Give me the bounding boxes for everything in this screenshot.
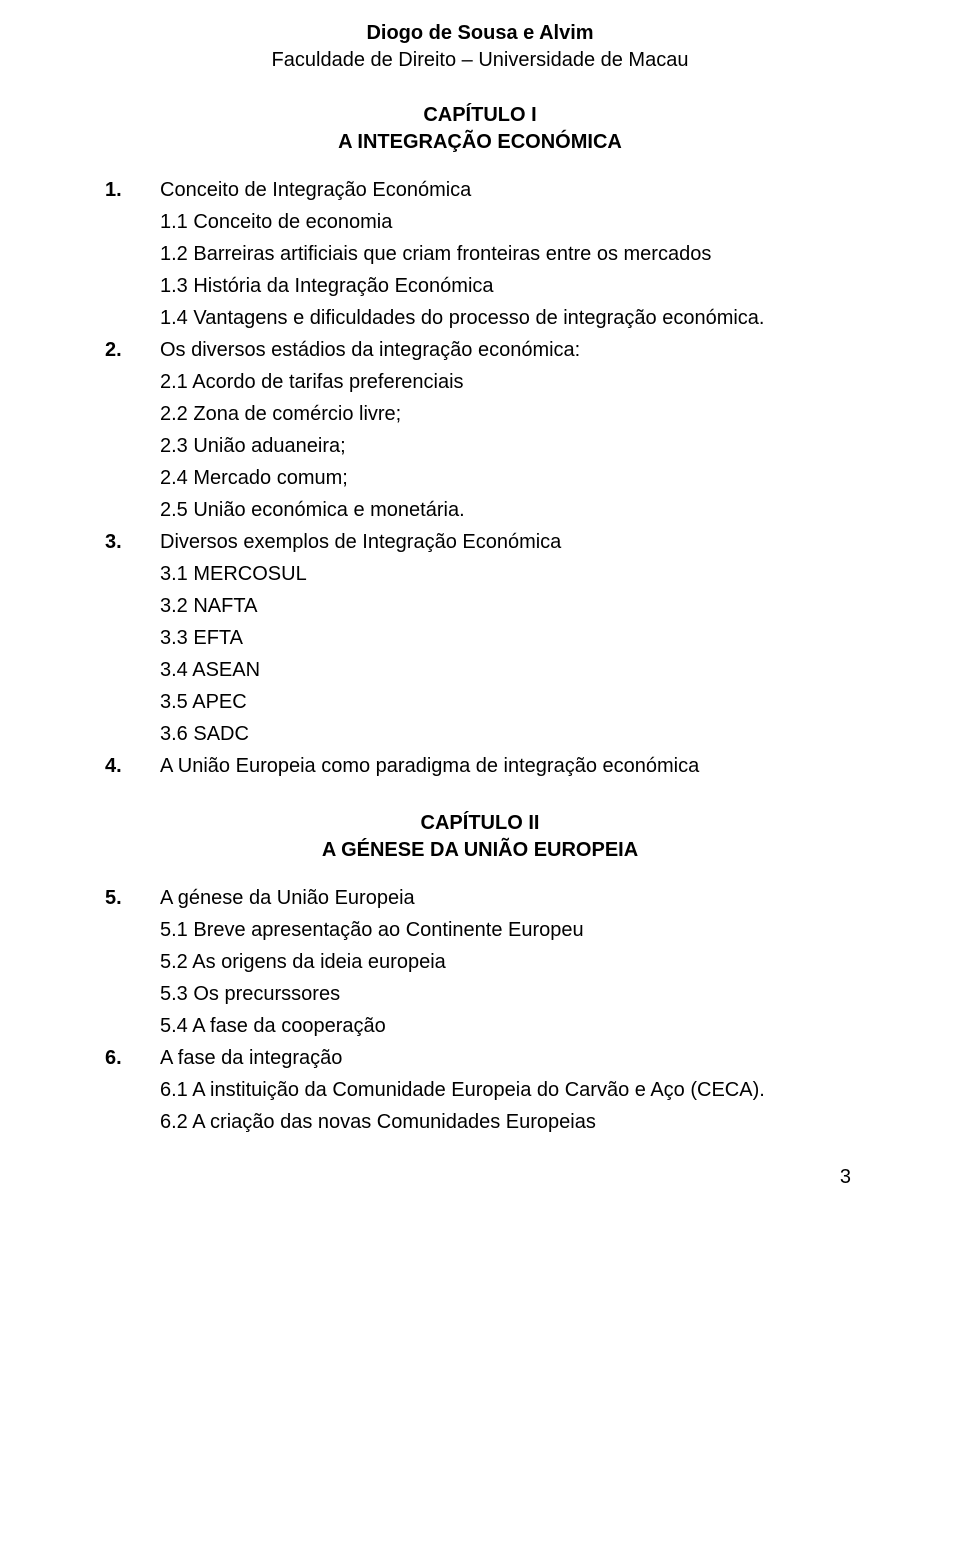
outline-subitem: 1.2 Barreiras artificiais que criam fron… (105, 238, 855, 270)
item-text: 1.1 Conceito de economia (160, 206, 855, 238)
outline-subitem: 1.3 História da Integração Económica (105, 270, 855, 302)
item-number (105, 462, 160, 494)
outline-subitem: 5.3 Os precurssores (105, 978, 855, 1010)
outline-item: 5. A génese da União Europeia (105, 882, 855, 914)
item-number: 5. (105, 882, 160, 914)
outline-subitem: 2.3 União aduaneira; (105, 430, 855, 462)
item-number (105, 366, 160, 398)
item-text: A fase da integração (160, 1042, 855, 1074)
item-number (105, 206, 160, 238)
outline-subitem: 5.4 A fase da cooperação (105, 1010, 855, 1042)
outline-subitem: 3.6 SADC (105, 718, 855, 750)
chapter-1-label: CAPÍTULO I (105, 102, 855, 129)
item-number (105, 398, 160, 430)
outline-subitem: 3.5 APEC (105, 686, 855, 718)
item-text: 3.6 SADC (160, 718, 855, 750)
item-text: 6.1 A instituição da Comunidade Europeia… (160, 1074, 855, 1106)
outline-subitem: 3.4 ASEAN (105, 654, 855, 686)
item-number (105, 622, 160, 654)
item-text: 2.4 Mercado comum; (160, 462, 855, 494)
item-number (105, 494, 160, 526)
outline-item: 2. Os diversos estádios da integração ec… (105, 334, 855, 366)
item-number: 2. (105, 334, 160, 366)
item-number: 3. (105, 526, 160, 558)
outline-item: 3. Diversos exemplos de Integração Econó… (105, 526, 855, 558)
outline-subitem: 5.2 As origens da ideia europeia (105, 946, 855, 978)
item-number: 6. (105, 1042, 160, 1074)
item-number (105, 654, 160, 686)
item-text: 2.1 Acordo de tarifas preferenciais (160, 366, 855, 398)
outline-subitem: 1.4 Vantagens e dificuldades do processo… (105, 302, 855, 334)
outline-subitem: 3.2 NAFTA (105, 590, 855, 622)
item-number (105, 430, 160, 462)
author-affiliation: Faculdade de Direito – Universidade de M… (105, 47, 855, 74)
item-text: 5.1 Breve apresentação ao Continente Eur… (160, 914, 855, 946)
item-text: Os diversos estádios da integração econó… (160, 334, 855, 366)
item-text: 5.4 A fase da cooperação (160, 1010, 855, 1042)
document-header: Diogo de Sousa e Alvim Faculdade de Dire… (105, 20, 855, 74)
chapter-2-outline: 5. A génese da União Europeia 5.1 Breve … (105, 882, 855, 1138)
item-number (105, 558, 160, 590)
chapter-1-heading: CAPÍTULO I A INTEGRAÇÃO ECONÓMICA (105, 102, 855, 156)
chapter-1-title: A INTEGRAÇÃO ECONÓMICA (105, 129, 855, 156)
outline-item: 1. Conceito de Integração Económica (105, 174, 855, 206)
item-text: 2.5 União económica e monetária. (160, 494, 855, 526)
item-text: 3.2 NAFTA (160, 590, 855, 622)
item-text: 2.2 Zona de comércio livre; (160, 398, 855, 430)
outline-subitem: 5.1 Breve apresentação ao Continente Eur… (105, 914, 855, 946)
item-text: 1.3 História da Integração Económica (160, 270, 855, 302)
page-number: 3 (105, 1166, 855, 1189)
item-number (105, 1074, 160, 1106)
item-text: 6.2 A criação das novas Comunidades Euro… (160, 1106, 855, 1138)
item-text: 5.2 As origens da ideia europeia (160, 946, 855, 978)
outline-subitem: 2.1 Acordo de tarifas preferenciais (105, 366, 855, 398)
outline-item: 6. A fase da integração (105, 1042, 855, 1074)
outline-subitem: 6.1 A instituição da Comunidade Europeia… (105, 1074, 855, 1106)
item-text: 5.3 Os precurssores (160, 978, 855, 1010)
item-number (105, 946, 160, 978)
outline-subitem: 2.5 União económica e monetária. (105, 494, 855, 526)
chapter-2-label: CAPÍTULO II (105, 810, 855, 837)
item-number (105, 270, 160, 302)
outline-subitem: 3.1 MERCOSUL (105, 558, 855, 590)
item-text: 1.4 Vantagens e dificuldades do processo… (160, 302, 855, 334)
item-text: A génese da União Europeia (160, 882, 855, 914)
item-number (105, 1106, 160, 1138)
item-number (105, 590, 160, 622)
item-number (105, 978, 160, 1010)
item-text: 3.3 EFTA (160, 622, 855, 654)
item-number (105, 686, 160, 718)
item-text: Conceito de Integração Económica (160, 174, 855, 206)
outline-subitem: 1.1 Conceito de economia (105, 206, 855, 238)
chapter-1-outline: 1. Conceito de Integração Económica 1.1 … (105, 174, 855, 782)
outline-subitem: 2.2 Zona de comércio livre; (105, 398, 855, 430)
item-number (105, 302, 160, 334)
item-number (105, 1010, 160, 1042)
item-text: A União Europeia como paradigma de integ… (160, 750, 855, 782)
chapter-2-title: A GÉNESE DA UNIÃO EUROPEIA (105, 837, 855, 864)
item-number: 1. (105, 174, 160, 206)
item-text: 3.1 MERCOSUL (160, 558, 855, 590)
item-text: 3.5 APEC (160, 686, 855, 718)
item-number (105, 914, 160, 946)
outline-subitem: 3.3 EFTA (105, 622, 855, 654)
outline-subitem: 2.4 Mercado comum; (105, 462, 855, 494)
item-text: 2.3 União aduaneira; (160, 430, 855, 462)
item-text: Diversos exemplos de Integração Económic… (160, 526, 855, 558)
item-number (105, 238, 160, 270)
outline-subitem: 6.2 A criação das novas Comunidades Euro… (105, 1106, 855, 1138)
item-number: 4. (105, 750, 160, 782)
chapter-2-heading: CAPÍTULO II A GÉNESE DA UNIÃO EUROPEIA (105, 810, 855, 864)
author-name: Diogo de Sousa e Alvim (105, 20, 855, 47)
item-number (105, 718, 160, 750)
item-text: 1.2 Barreiras artificiais que criam fron… (160, 238, 855, 270)
item-text: 3.4 ASEAN (160, 654, 855, 686)
outline-item: 4. A União Europeia como paradigma de in… (105, 750, 855, 782)
